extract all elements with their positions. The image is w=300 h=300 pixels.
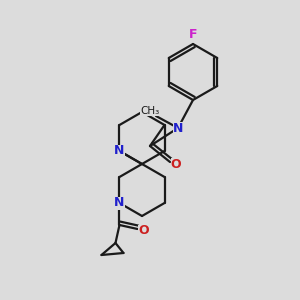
Text: O: O — [171, 158, 181, 170]
Text: F: F — [189, 28, 197, 41]
Text: N: N — [114, 145, 125, 158]
Text: N: N — [114, 196, 125, 209]
Text: O: O — [138, 224, 149, 238]
Text: CH₃: CH₃ — [140, 106, 160, 116]
Text: N: N — [173, 122, 183, 134]
